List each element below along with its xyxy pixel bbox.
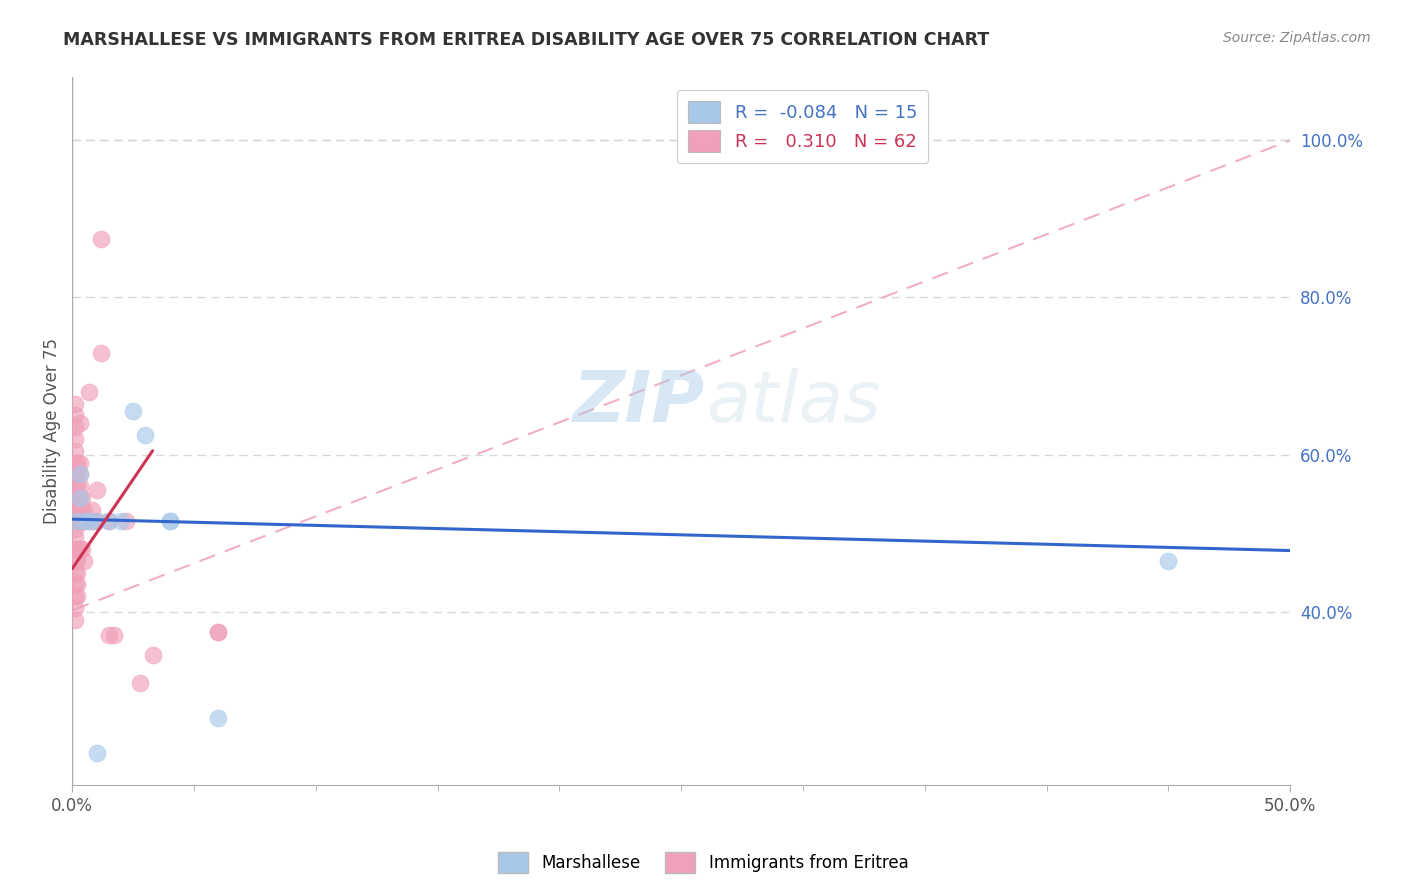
Point [66,515,89,529]
Point [69,456,91,470]
Point [63,554,86,568]
Point [73,502,96,516]
Point [63,530,86,544]
Point [159,515,181,529]
Point [69,541,91,556]
Point [63,479,86,493]
Point [63,522,86,536]
Point [69,479,91,493]
Point [97,628,120,642]
Point [114,515,136,529]
Text: Source: ZipAtlas.com: Source: ZipAtlas.com [1223,31,1371,45]
Point [122,404,145,418]
Text: ZIP: ZIP [574,368,706,437]
Point [63,502,86,516]
Point [63,541,86,556]
Point [63,420,86,434]
Point [79,515,101,529]
Point [97,515,120,529]
Point [79,384,101,399]
Point [63,396,86,410]
Point [129,675,152,690]
Point [63,601,86,615]
Point [69,467,91,482]
Point [69,502,91,516]
Point [86,747,108,761]
Point [63,589,86,603]
Point [73,515,96,529]
Point [66,456,89,470]
Point [66,467,89,482]
Legend: R =  -0.084   N = 15, R =   0.310   N = 62: R = -0.084 N = 15, R = 0.310 N = 62 [676,90,928,163]
Point [69,491,91,505]
Text: atlas: atlas [706,368,880,437]
Point [69,467,91,482]
Legend: Marshallese, Immigrants from Eritrea: Marshallese, Immigrants from Eritrea [491,846,915,880]
Point [79,515,101,529]
Point [66,566,89,580]
Point [142,648,165,662]
Point [86,515,108,529]
Point [66,554,89,568]
Point [110,515,132,529]
Point [63,515,86,529]
Point [66,491,89,505]
Text: MARSHALLESE VS IMMIGRANTS FROM ERITREA DISABILITY AGE OVER 75 CORRELATION CHART: MARSHALLESE VS IMMIGRANTS FROM ERITREA D… [63,31,990,49]
Point [69,491,91,505]
Point [63,515,86,529]
Point [70,491,93,505]
Point [134,428,156,442]
Point [90,231,112,245]
Point [70,502,93,516]
Point [73,554,96,568]
Point [63,566,86,580]
Point [66,479,89,493]
Point [97,515,120,529]
Point [86,515,108,529]
Point [80,502,103,516]
Point [66,589,89,603]
Point [207,711,229,725]
Point [66,502,89,516]
Point [159,515,181,529]
Point [86,483,108,497]
Point [63,467,86,482]
Point [66,577,89,591]
Point [63,456,86,470]
Point [90,345,112,359]
Point [103,628,125,642]
Y-axis label: Disability Age Over 75: Disability Age Over 75 [44,338,60,524]
Point [73,515,96,529]
Point [69,515,91,529]
Point [80,515,103,529]
Point [63,577,86,591]
Point [1157,554,1180,568]
Point [63,409,86,423]
Point [70,515,93,529]
Point [63,491,86,505]
Point [63,432,86,446]
Point [66,541,89,556]
Point [63,443,86,458]
Point [207,624,229,639]
Point [70,541,93,556]
Point [69,416,91,430]
Point [63,613,86,627]
Point [207,624,229,639]
